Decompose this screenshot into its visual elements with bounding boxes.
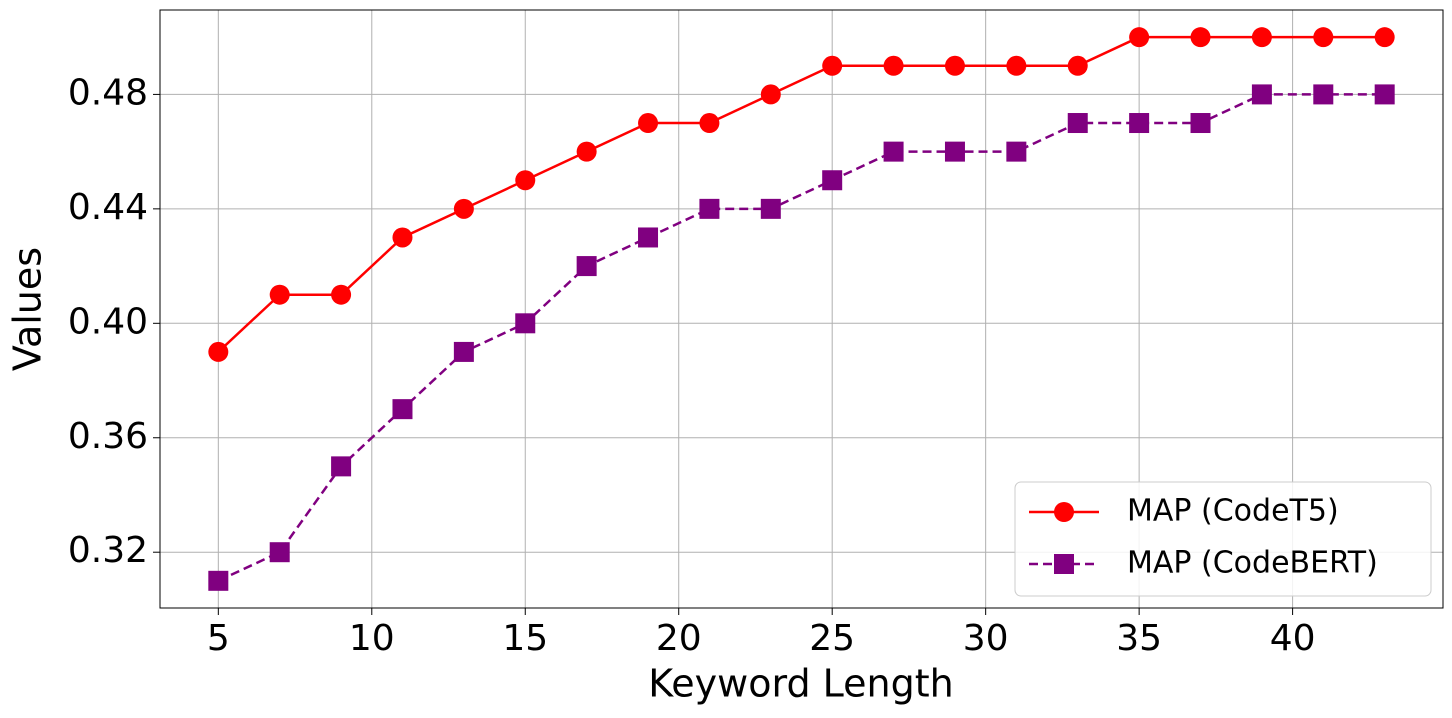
marker — [1313, 27, 1334, 48]
marker — [1006, 141, 1027, 162]
x-tick-label: 40 — [1270, 618, 1316, 659]
marker — [883, 141, 904, 162]
x-tick-label: 20 — [656, 618, 702, 659]
marker — [822, 170, 843, 191]
legend: MAP (CodeT5) MAP (CodeBERT) — [1014, 481, 1432, 597]
marker — [453, 341, 474, 362]
y-tick-label: 0.36 — [68, 416, 148, 457]
marker — [392, 227, 413, 248]
x-tick-label: 35 — [1116, 618, 1162, 659]
y-tick-label: 0.32 — [68, 530, 148, 571]
marker — [1129, 113, 1150, 134]
x-tick-label: 25 — [809, 618, 855, 659]
series-line — [217, 35, 1385, 353]
legend-box — [1014, 481, 1432, 597]
x-axis-label: Keyword Length — [648, 662, 953, 706]
marker — [1313, 84, 1334, 105]
marker — [699, 198, 720, 219]
y-tick-label: 0.40 — [68, 301, 148, 342]
marker — [699, 113, 720, 134]
marker — [331, 456, 352, 477]
marker — [638, 113, 659, 134]
marker — [1054, 554, 1074, 574]
marker — [1067, 55, 1088, 76]
marker — [1054, 502, 1074, 522]
marker — [944, 55, 965, 76]
legend-text: MAP (CodeBERT) — [1127, 546, 1378, 581]
marker — [515, 170, 536, 191]
marker — [883, 55, 904, 76]
marker — [269, 284, 290, 305]
y-tick-label: 0.44 — [68, 187, 148, 228]
marker — [1374, 27, 1395, 48]
marker — [1374, 84, 1395, 105]
marker — [822, 55, 843, 76]
marker — [1129, 27, 1150, 48]
marker — [1251, 84, 1272, 105]
marker — [208, 570, 229, 591]
y-tick-label: 0.48 — [68, 72, 148, 113]
marker — [515, 313, 536, 334]
marker — [1006, 55, 1027, 76]
marker — [208, 341, 229, 362]
marker — [576, 256, 597, 277]
marker — [1251, 27, 1272, 48]
y-axis-label: Values — [6, 247, 50, 371]
marker — [760, 198, 781, 219]
marker — [392, 399, 413, 420]
x-tick-label: 10 — [349, 618, 395, 659]
marker — [944, 141, 965, 162]
marker — [1067, 113, 1088, 134]
x-tick-label: 30 — [963, 618, 1009, 659]
marker — [331, 284, 352, 305]
marker — [1190, 27, 1211, 48]
marker — [269, 542, 290, 563]
plot-frame — [159, 9, 1444, 609]
marker — [760, 84, 781, 105]
marker — [576, 141, 597, 162]
series-line — [217, 93, 1385, 582]
marker — [638, 227, 659, 248]
x-tick-label: 15 — [502, 618, 548, 659]
x-tick-label: 5 — [207, 618, 230, 659]
marker — [1190, 113, 1211, 134]
marker — [453, 198, 474, 219]
legend-text: MAP (CodeT5) — [1127, 494, 1339, 529]
